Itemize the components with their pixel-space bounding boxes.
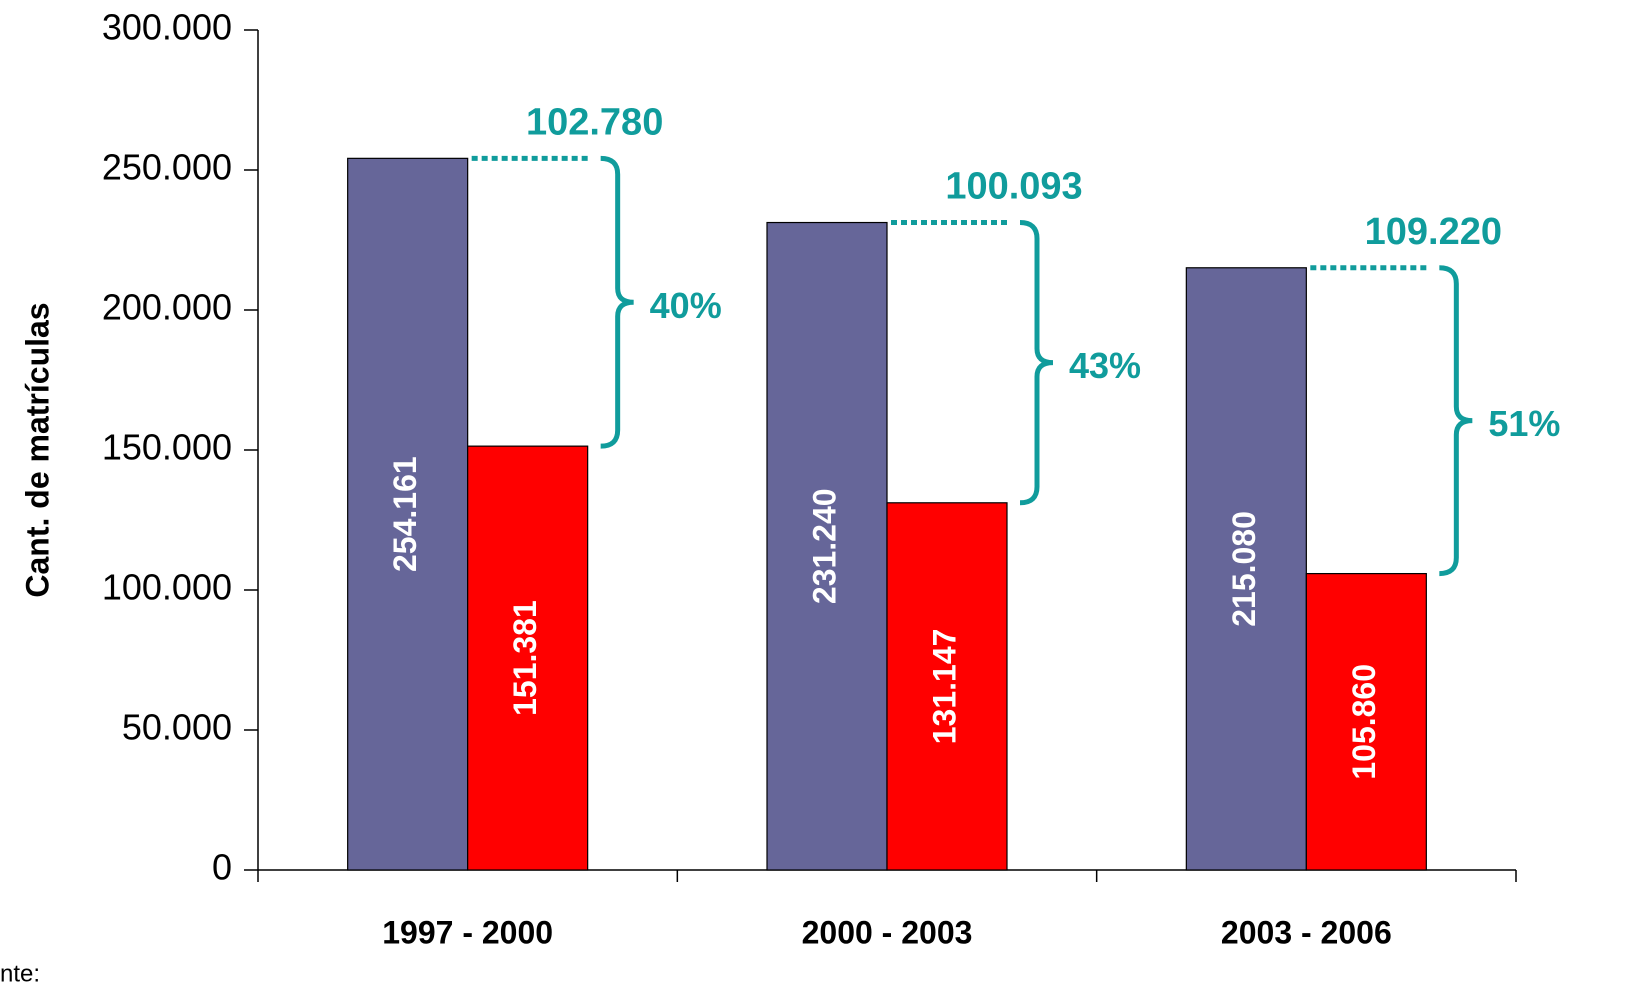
percent-label: 43% xyxy=(1069,345,1141,386)
bar xyxy=(766,221,888,871)
data-label: 215.080 xyxy=(1226,511,1262,627)
brace xyxy=(1019,220,1054,506)
bar xyxy=(886,502,1008,871)
x-tick-label: 2003 - 2006 xyxy=(1221,914,1392,950)
x-tick-label: 1997 - 2000 xyxy=(382,914,553,950)
y-tick-label: 100.000 xyxy=(102,567,232,608)
y-tick-label: 150.000 xyxy=(102,427,232,468)
x-tick-label: 2000 - 2003 xyxy=(802,914,973,950)
data-label: 231.240 xyxy=(806,488,842,604)
difference-label: 109.220 xyxy=(1365,211,1502,253)
y-tick-label: 250.000 xyxy=(102,147,232,188)
bar xyxy=(467,445,589,871)
data-label: 254.161 xyxy=(387,456,423,572)
difference-label: 100.093 xyxy=(945,166,1082,208)
y-tick-label: 300.000 xyxy=(102,7,232,48)
percent-label: 51% xyxy=(1488,403,1560,444)
difference-label: 102.780 xyxy=(526,101,663,143)
brace xyxy=(600,155,634,449)
bar xyxy=(1305,572,1427,871)
y-tick-label: 200.000 xyxy=(102,287,232,328)
y-tick-label: 50.000 xyxy=(122,707,232,748)
y-tick-label: 0 xyxy=(212,847,232,888)
percent-label: 40% xyxy=(650,285,722,326)
bar xyxy=(347,157,469,871)
brace xyxy=(1439,265,1473,577)
bar xyxy=(1185,267,1307,871)
data-label: 151.381 xyxy=(507,600,543,716)
footnote: nte: xyxy=(0,960,40,987)
data-label: 131.147 xyxy=(926,629,962,745)
data-label: 105.860 xyxy=(1346,664,1382,780)
y-axis-label: Cant. de matrículas xyxy=(19,302,55,597)
